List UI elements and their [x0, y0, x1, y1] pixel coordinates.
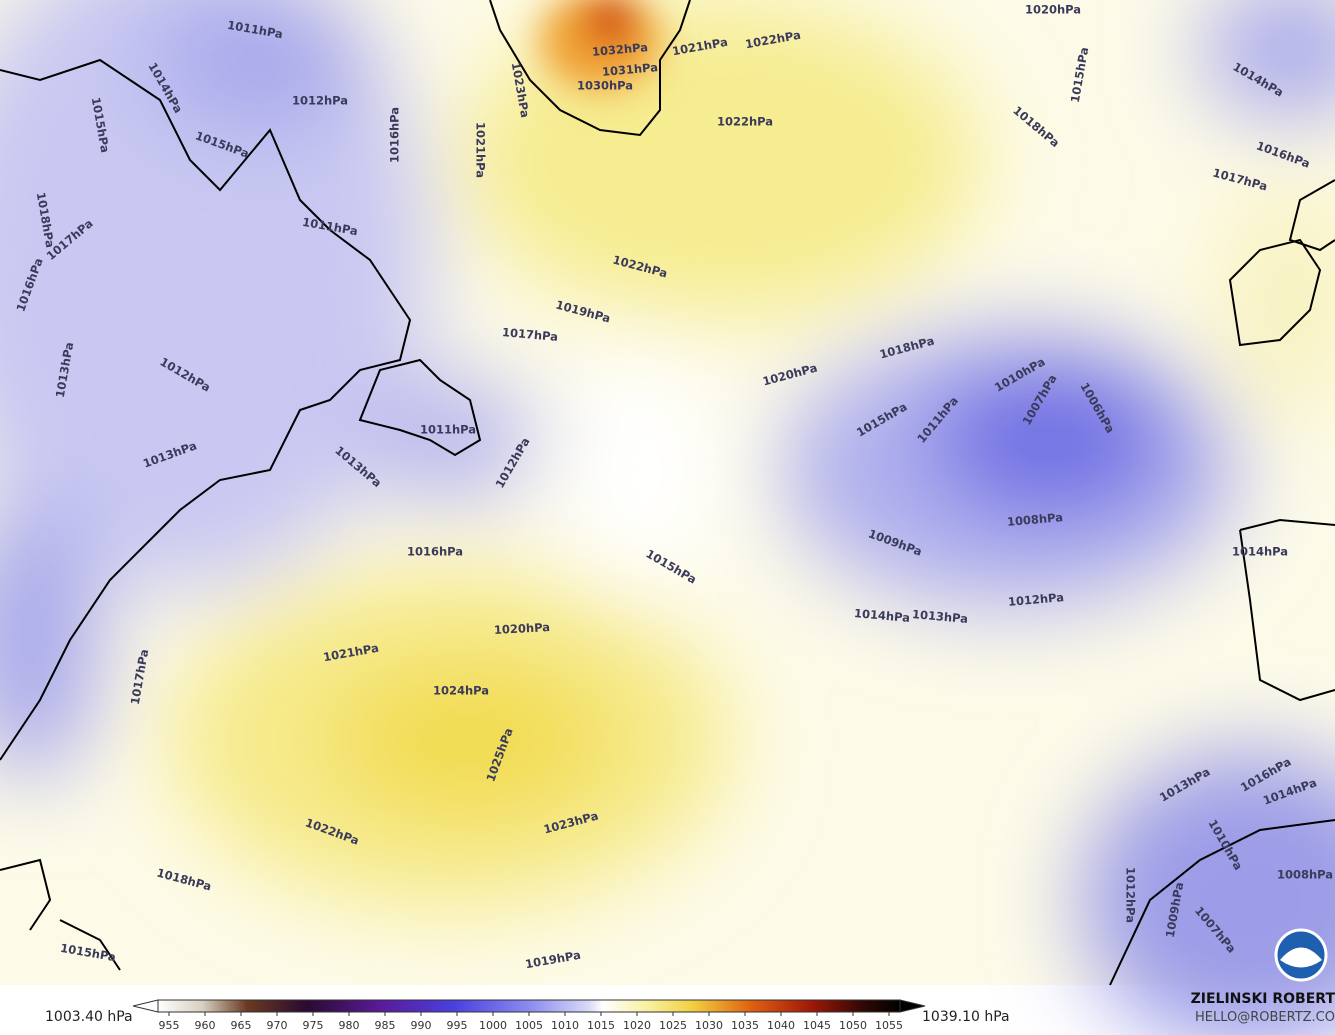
- colorbar-tick-label: 975: [303, 1019, 324, 1032]
- colorbar-tick-label: 1050: [839, 1019, 867, 1032]
- colorbar-tick-label: 995: [447, 1019, 468, 1032]
- contour-label: 1020hPa: [1025, 3, 1081, 17]
- colorbar-tick-label: 1005: [515, 1019, 543, 1032]
- contour-label: 1014hPa: [1232, 545, 1288, 559]
- credit-email: HELLO@ROBERTZ.CO: [1195, 1010, 1335, 1025]
- colorbar-tick-label: 1040: [767, 1019, 795, 1032]
- colorbar-tick-label: 1010: [551, 1019, 579, 1032]
- contour-label: 1021hPa: [474, 122, 488, 178]
- contour-label: 1016hPa: [388, 107, 402, 163]
- contour-label: 1012hPa: [292, 94, 348, 108]
- min-pressure: 1003.40 hPa: [45, 1009, 133, 1025]
- contour-label: 1020hPa: [494, 620, 551, 637]
- colorbar-tick-label: 960: [195, 1019, 216, 1032]
- contour-label: 1008hPa: [1006, 510, 1063, 529]
- contour-label: 1022hPa: [717, 115, 773, 129]
- colorbar-tick-label: 1015: [587, 1019, 615, 1032]
- colorbar-tick-label: 985: [375, 1019, 396, 1032]
- colorbar-tick-label: 1025: [659, 1019, 687, 1032]
- contour-label: 1014hPa: [854, 606, 911, 625]
- contour-label: 1016hPa: [407, 545, 463, 559]
- contour-label: 1013hPa: [912, 607, 969, 626]
- colorbar-tick-label: 970: [267, 1019, 288, 1032]
- contour-label: 1031hPa: [601, 60, 658, 79]
- colorbar-tick-label: 955: [159, 1019, 180, 1032]
- contour-label: 1024hPa: [433, 684, 489, 698]
- colorbar-tick-label: 990: [411, 1019, 432, 1032]
- contour-label: 1032hPa: [591, 40, 648, 59]
- colorbar: 955 960 965 970 975 980 985 990 995 1000 1005 1010 1…: [132, 999, 926, 1032]
- colorbar-tick-label: 1035: [731, 1019, 759, 1032]
- colorbar-tick-label: 980: [339, 1019, 360, 1032]
- colorbar-tick-label: 965: [231, 1019, 252, 1032]
- max-pressure: 1039.10 hPa: [922, 1009, 1010, 1025]
- colorbar-tick-label: 1030: [695, 1019, 723, 1032]
- colorbar-gradient: [157, 999, 901, 1013]
- coastlines: [0, 0, 1335, 986]
- contour-label: 1012hPa: [1124, 867, 1138, 923]
- colorbar-tick-label: 1055: [875, 1019, 903, 1032]
- credit-name: ZIELINSKI ROBERT: [1191, 991, 1335, 1007]
- contour-label: 1030hPa: [577, 79, 633, 93]
- contour-label: 1012hPa: [1007, 590, 1064, 609]
- contour-label: 1017hPa: [502, 325, 559, 344]
- contour-label: 1008hPa: [1277, 868, 1333, 882]
- noaa-logo: [1274, 928, 1328, 982]
- colorbar-tick-label: 1000: [479, 1019, 507, 1032]
- contour-label: 1011hPa: [420, 423, 476, 437]
- colorbar-tick-label: 1020: [623, 1019, 651, 1032]
- colorbar-tick-label: 1045: [803, 1019, 831, 1032]
